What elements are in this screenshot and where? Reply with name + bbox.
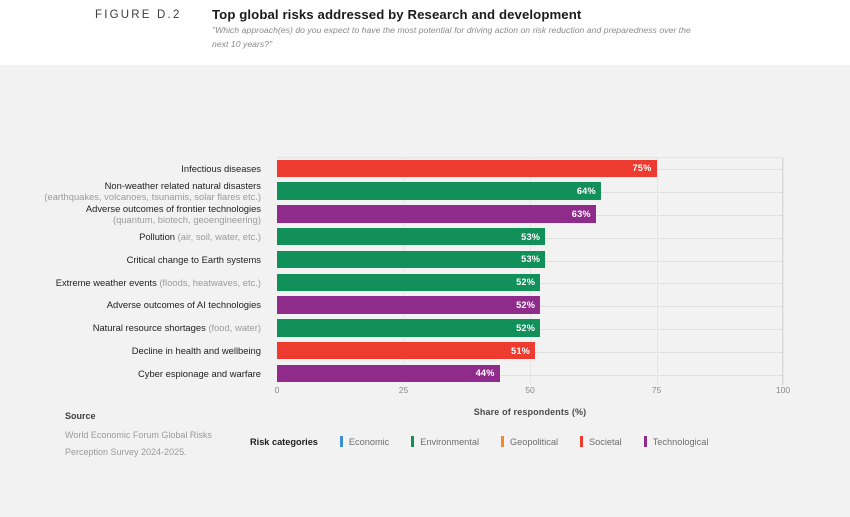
category-label: Non-weather related natural disasters (ea… <box>0 180 270 203</box>
bar[interactable]: 52% <box>277 273 541 291</box>
bar[interactable]: 52% <box>277 319 541 337</box>
header-band: FIGURE D.2 Top global risks addressed by… <box>0 0 850 65</box>
bar-row: 53% <box>277 248 783 271</box>
legend-swatch-icon <box>339 436 343 447</box>
legend-item[interactable]: Environmental <box>411 436 479 447</box>
category-label-sub: (earthquakes, volcanoes, tsunamis, solar… <box>44 191 261 203</box>
bar[interactable]: 64% <box>277 182 601 200</box>
x-axis-title: Share of respondents (%) <box>473 407 587 417</box>
legend-swatch-icon <box>411 436 415 447</box>
bar[interactable]: 51% <box>277 341 536 360</box>
bar-value-label: 75% <box>632 163 652 174</box>
legend: Risk categories Economic Environmental Geo… <box>250 436 730 447</box>
category-label: Adverse outcomes of frontier technologie… <box>0 203 270 226</box>
source-line-2: Perception Survey 2024-2025. <box>65 447 187 457</box>
category-label-main: Infectious diseases <box>181 162 261 174</box>
bar-value-label: 63% <box>571 208 591 219</box>
bar[interactable]: 53% <box>277 250 546 269</box>
legend-item[interactable]: Technological <box>643 436 709 447</box>
bar-row: 52% <box>277 317 783 340</box>
bar-value-label: 51% <box>511 345 531 356</box>
x-axis-tick: 75 <box>651 385 662 395</box>
vertical-gridline <box>783 158 784 385</box>
bar[interactable]: 53% <box>277 227 546 246</box>
x-axis-tick: 25 <box>398 385 409 395</box>
category-label: Extreme weather events (floods, heatwave… <box>0 271 270 294</box>
x-axis-tick: 100 <box>775 385 791 395</box>
legend-item-label: Economic <box>348 436 390 447</box>
legend-swatch-icon <box>643 436 647 447</box>
category-label: Pollution (air, soil, water, etc.) <box>0 225 270 248</box>
horizontal-gridline <box>277 374 782 376</box>
legend-item-label: Geopolitical <box>510 436 559 447</box>
legend-item-label: Societal <box>589 436 622 447</box>
category-label-sub: (quantum, biotech, geoengineering) <box>112 213 261 225</box>
legend-item[interactable]: Societal <box>580 436 622 447</box>
legend-swatch-icon <box>501 436 504 447</box>
category-label-main: Critical change to Earth systems <box>126 253 261 265</box>
category-label-main: Extreme weather events <box>55 276 157 288</box>
bar-series: 75% 64% 63% 53% 53% 52% 52% 52% 51% 44% <box>277 157 783 385</box>
bar-row: 51% <box>277 339 783 362</box>
vertical-gridline <box>403 158 405 385</box>
legend-swatch-icon <box>580 436 584 447</box>
bar-row: 64% <box>277 180 783 203</box>
legend-item[interactable]: Geopolitical <box>501 436 558 447</box>
category-axis-labels: Infectious diseases Non-weather related n… <box>0 157 270 385</box>
bar-value-label: 44% <box>475 368 495 379</box>
bar-row: 52% <box>277 294 783 317</box>
category-label: Cyber espionage and warfare <box>0 362 270 385</box>
bar[interactable]: 44% <box>277 364 500 383</box>
value-axis-ticks: 0 25 50 75 100 <box>274 385 791 405</box>
figure-number: FIGURE D.2 <box>95 9 182 21</box>
category-label: Natural resource shortages (food, water) <box>0 317 270 340</box>
legend-item-label: Technological <box>652 436 709 447</box>
x-axis-tick: 50 <box>525 385 535 395</box>
category-label-main: Adverse outcomes of frontier technologie… <box>85 202 261 214</box>
vertical-gridline <box>530 158 531 385</box>
figure-subtitle: "Which approach(es) do you expect to hav… <box>212 25 691 49</box>
bar-value-label: 52% <box>516 300 536 311</box>
legend-item[interactable]: Economic <box>339 436 390 447</box>
bar-value-label: 64% <box>576 186 596 197</box>
vertical-gridline <box>656 158 658 385</box>
bar-chart: Infectious diseases Non-weather related n… <box>0 65 850 447</box>
bar-row: 53% <box>277 225 783 248</box>
bar[interactable]: 75% <box>277 159 657 177</box>
bar-value-label: 52% <box>516 322 536 333</box>
category-label-main: Adverse outcomes of AI technologies <box>106 299 261 311</box>
bar-row: 75% <box>277 157 783 180</box>
category-label-sub: (floods, heatwaves, etc.) <box>156 276 261 288</box>
category-label-main: Decline in health and wellbeing <box>131 345 261 357</box>
category-label-main: Non-weather related natural disasters <box>104 179 261 191</box>
category-label: Adverse outcomes of AI technologies <box>0 294 270 317</box>
bar[interactable]: 52% <box>277 296 541 314</box>
figure-body <box>0 65 850 517</box>
legend-item-label: Environmental <box>420 436 479 447</box>
category-label-main: Cyber espionage and warfare <box>138 367 261 379</box>
bar-row: 52% <box>277 271 783 294</box>
x-axis-tick: 0 <box>274 385 280 395</box>
bar-value-label: 52% <box>516 277 536 288</box>
category-label-sub: (food, water) <box>205 322 261 334</box>
bar-row: 44% <box>277 362 783 385</box>
category-label: Critical change to Earth systems <box>0 248 270 271</box>
category-label: Infectious diseases <box>0 157 270 180</box>
bar-value-label: 53% <box>521 254 541 265</box>
bar-value-label: 53% <box>521 231 541 242</box>
source-block: Source World Economic Forum Global Risks… <box>65 411 365 461</box>
page-title: Top global risks addressed by Research a… <box>212 7 582 22</box>
legend-title: Risk categories <box>250 436 318 447</box>
source-title: Source <box>65 411 96 421</box>
bar-row: 63% <box>277 203 783 226</box>
category-label-main: Natural resource shortages <box>92 322 206 334</box>
bar[interactable]: 63% <box>277 205 596 223</box>
source-line-1: World Economic Forum Global Risks <box>65 430 212 440</box>
category-label-main: Pollution <box>139 231 176 243</box>
category-label: Decline in health and wellbeing <box>0 339 270 362</box>
category-label-sub: (air, soil, water, etc.) <box>175 231 261 243</box>
